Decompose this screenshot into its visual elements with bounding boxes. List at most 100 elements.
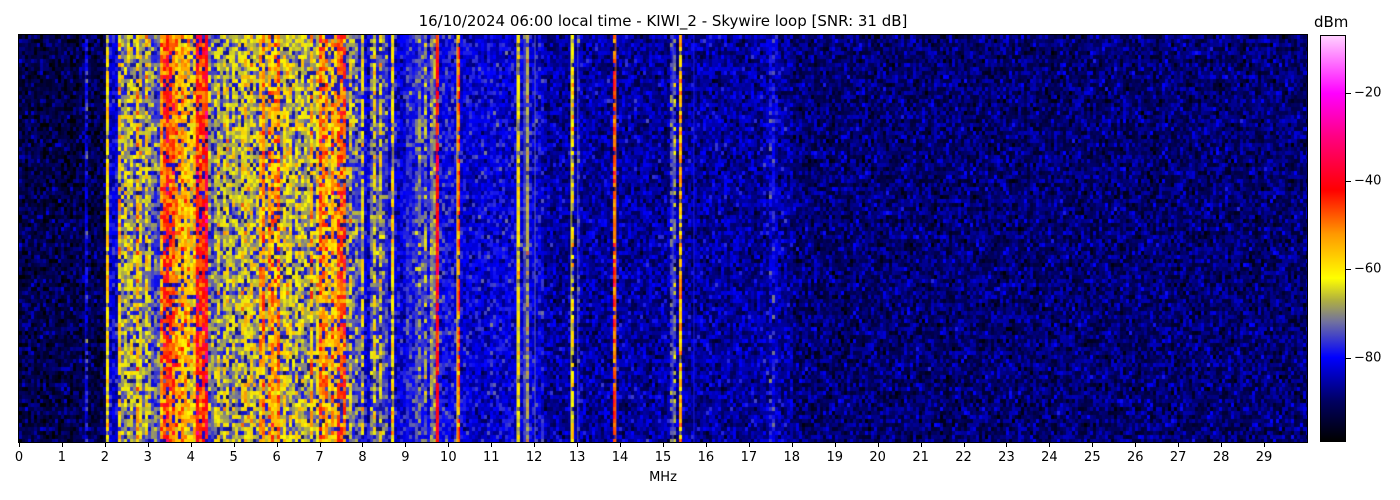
signal-band xyxy=(106,35,109,442)
x-tick xyxy=(147,442,149,447)
x-tick xyxy=(276,442,278,447)
colorbar-tick-label: −60 xyxy=(1354,261,1382,277)
signal-band xyxy=(289,35,320,442)
x-tick xyxy=(877,442,879,447)
chart-title: 16/10/2024 06:00 local time - KIWI_2 - S… xyxy=(418,12,908,30)
signal-band xyxy=(391,35,395,442)
signal-band xyxy=(577,35,579,442)
signal-band xyxy=(84,35,87,442)
x-tick-label: 1 xyxy=(57,450,67,465)
x-tick xyxy=(705,442,707,447)
x-tick-label: 8 xyxy=(358,450,367,465)
x-tick-label: 2 xyxy=(100,450,109,465)
x-tick-label: 20 xyxy=(869,450,886,465)
x-tick-label: 22 xyxy=(955,450,972,465)
x-tick-label: 24 xyxy=(1041,450,1058,465)
signal-band xyxy=(693,35,695,442)
signal-band xyxy=(319,35,346,442)
signal-band xyxy=(147,35,161,442)
x-tick-label: 4 xyxy=(186,450,195,465)
colorbar-tick xyxy=(1346,180,1351,182)
x-tick xyxy=(920,442,922,447)
x-tick-label: 5 xyxy=(229,450,238,465)
x-tick xyxy=(791,442,793,447)
signal-overlay xyxy=(84,35,779,442)
x-tick-label: 12 xyxy=(525,450,543,465)
x-tick xyxy=(1221,442,1223,447)
x-tick-label: 26 xyxy=(1126,450,1144,465)
x-tick xyxy=(1006,442,1008,447)
x-tick-label: 27 xyxy=(1169,450,1187,465)
x-tick xyxy=(1135,442,1137,447)
signal-band xyxy=(534,35,536,442)
signal-band xyxy=(405,35,427,442)
x-tick xyxy=(1264,442,1266,447)
x-tick-label: 16 xyxy=(697,450,715,465)
signal-band xyxy=(671,35,675,442)
signal-band xyxy=(679,35,682,442)
colorbar xyxy=(1320,35,1346,442)
signal-band xyxy=(160,35,183,442)
x-tick xyxy=(104,442,106,447)
x-tick-label: 9 xyxy=(401,450,410,465)
signal-band xyxy=(614,35,617,442)
x-tick-label: 18 xyxy=(783,450,801,465)
signal-band xyxy=(182,35,196,442)
x-tick xyxy=(19,442,20,447)
x-tick xyxy=(534,442,536,447)
colorbar-tick-label: −80 xyxy=(1354,350,1382,366)
x-tick xyxy=(748,442,750,447)
x-axis-label: MHz xyxy=(649,470,677,485)
signal-band xyxy=(456,35,459,442)
x-tick-label: 3 xyxy=(143,450,152,465)
x-tick-label: 0 xyxy=(14,450,24,465)
x-tick xyxy=(963,442,965,447)
signal-band xyxy=(259,35,290,442)
x-tick-label: 23 xyxy=(998,450,1015,465)
signal-band xyxy=(371,35,389,442)
x-axis: 0 1 2 3 4 5 6 7 8 9 10 11 12 13 14 15 16 17 18 19 20 21 22 23 24… xyxy=(15,442,1307,472)
x-tick xyxy=(448,442,450,447)
x-tick xyxy=(1049,442,1051,447)
x-tick-label: 7 xyxy=(315,450,324,465)
waterfall-plot xyxy=(19,35,1307,442)
signal-band xyxy=(345,35,363,442)
x-tick-label: 29 xyxy=(1255,450,1273,465)
signal-band xyxy=(770,35,779,442)
x-tick-label: 14 xyxy=(611,450,629,465)
x-tick xyxy=(61,442,63,447)
signal-band xyxy=(570,35,573,442)
x-tick-label: 21 xyxy=(912,450,929,465)
x-tick xyxy=(190,442,192,447)
x-tick xyxy=(362,442,364,447)
colorbar-tick-label: −20 xyxy=(1354,85,1382,100)
x-tick-label: 17 xyxy=(740,450,758,465)
signal-band xyxy=(431,35,435,442)
x-tick xyxy=(620,442,622,447)
x-tick-label: 10 xyxy=(440,450,457,465)
x-tick-label: 15 xyxy=(654,450,672,465)
colorbar-tick xyxy=(1346,92,1351,94)
signal-band xyxy=(435,35,439,442)
x-tick xyxy=(1178,442,1180,447)
x-tick-label: 13 xyxy=(568,450,586,465)
colorbar-tick-label: −40 xyxy=(1354,173,1382,189)
x-tick xyxy=(577,442,579,447)
x-tick-label: 19 xyxy=(826,450,843,465)
waterfall-heatmap xyxy=(19,35,1307,442)
signal-band xyxy=(207,35,260,442)
x-tick-label: 11 xyxy=(482,450,500,465)
x-tick-label: 25 xyxy=(1084,450,1101,465)
x-tick-label: 28 xyxy=(1212,450,1230,465)
signal-band xyxy=(516,35,520,442)
x-tick xyxy=(663,442,664,447)
x-tick xyxy=(405,442,407,447)
signal-band xyxy=(523,35,530,442)
x-tick xyxy=(834,442,836,447)
x-tick xyxy=(491,442,493,447)
x-tick xyxy=(319,442,321,447)
x-tick xyxy=(1092,442,1094,447)
colorbar-tick xyxy=(1346,357,1351,359)
x-tick-label: 6 xyxy=(272,450,281,465)
signal-band xyxy=(117,35,148,442)
